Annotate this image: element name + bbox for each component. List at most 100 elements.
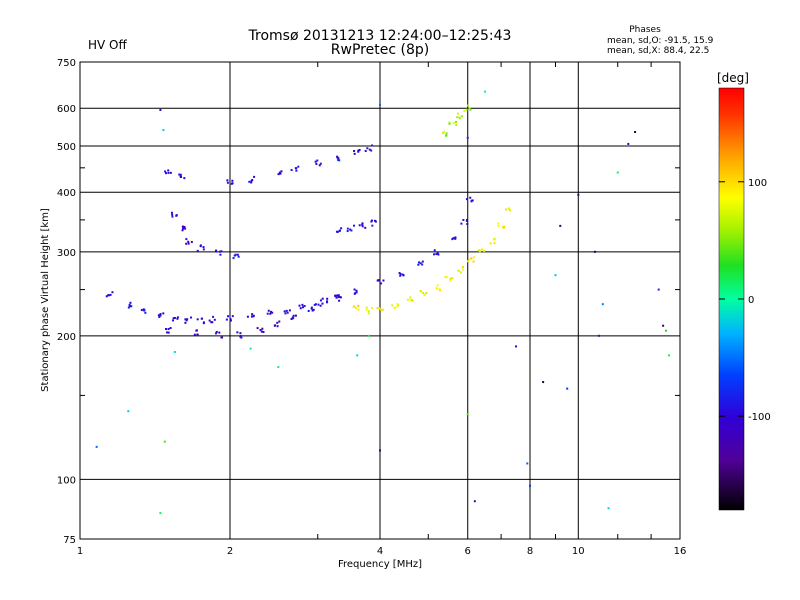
data-point: [294, 314, 297, 317]
data-point: [128, 303, 131, 306]
data-point: [338, 159, 341, 162]
grid-lines: [80, 62, 680, 539]
data-point: [493, 237, 496, 240]
data-point: [196, 318, 199, 321]
data-point: [276, 321, 279, 324]
data-point: [167, 171, 170, 174]
data-point: [292, 317, 295, 320]
data-point: [382, 279, 385, 282]
colorbar-tick-label: -100: [748, 412, 771, 423]
data-point: [460, 115, 463, 118]
data-point: [284, 312, 287, 315]
data-point: [437, 253, 440, 256]
data-point: [256, 327, 259, 330]
data-point: [357, 304, 360, 307]
colorbar-tick-label: 100: [748, 178, 767, 189]
data-point: [458, 116, 461, 119]
data-point: [529, 484, 531, 487]
data-point: [294, 167, 297, 170]
data-point: [443, 130, 446, 133]
data-point: [460, 222, 463, 225]
data-point: [467, 260, 470, 263]
data-point: [175, 214, 178, 217]
data-point: [215, 250, 218, 253]
data-point: [173, 350, 176, 353]
data-point: [396, 306, 399, 309]
data-point: [276, 325, 279, 328]
data-point: [456, 116, 459, 119]
data-point: [240, 336, 243, 339]
data-point: [186, 318, 189, 321]
data-point: [278, 172, 281, 175]
data-point: [470, 257, 473, 260]
data-point: [259, 329, 262, 332]
data-point: [231, 179, 234, 182]
data-point: [356, 354, 359, 357]
data-point: [200, 317, 203, 320]
data-point: [469, 108, 472, 111]
data-point: [185, 242, 188, 245]
data-point: [261, 327, 264, 330]
data-point: [449, 279, 452, 282]
data-point: [554, 274, 557, 277]
series-x-mode-f-layer-trace: [352, 207, 512, 315]
data-point: [463, 109, 466, 112]
data-point: [337, 295, 340, 298]
data-point: [292, 314, 295, 317]
data-point: [220, 250, 223, 253]
data-point: [246, 315, 249, 318]
data-point: [187, 240, 190, 243]
data-point: [378, 307, 381, 310]
data-point: [225, 318, 228, 321]
data-point: [466, 104, 469, 107]
data-point: [226, 179, 229, 182]
data-point: [277, 173, 280, 176]
y-tick-label: 750: [57, 58, 76, 69]
data-point: [338, 296, 341, 299]
data-point: [171, 215, 174, 218]
data-point: [319, 304, 322, 307]
data-point: [286, 311, 289, 314]
data-point: [353, 305, 356, 308]
data-point: [283, 310, 286, 313]
data-point: [278, 320, 281, 323]
data-point: [627, 142, 630, 145]
data-point: [597, 334, 600, 337]
data-point: [299, 307, 302, 310]
data-point: [502, 226, 505, 229]
data-point: [423, 293, 426, 296]
data-point: [607, 507, 610, 510]
data-point: [229, 318, 232, 321]
data-point: [380, 282, 383, 285]
x-tick-label: 1: [77, 546, 83, 557]
data-point: [158, 316, 161, 319]
data-point: [237, 255, 240, 258]
data-point: [366, 147, 369, 150]
data-point: [433, 253, 436, 256]
data-point: [172, 317, 175, 320]
data-point: [441, 132, 444, 135]
data-point: [448, 121, 451, 124]
data-point: [559, 224, 562, 227]
data-point: [321, 302, 324, 305]
data-point: [353, 288, 356, 291]
data-point: [340, 227, 343, 230]
data-point: [314, 303, 317, 306]
y-tick-label: 100: [57, 475, 76, 486]
data-point: [497, 224, 500, 227]
data-point: [435, 253, 438, 256]
data-point: [251, 313, 254, 316]
data-point: [376, 279, 379, 282]
data-point: [367, 334, 370, 337]
data-point: [418, 261, 421, 264]
data-point: [214, 332, 217, 335]
data-point: [105, 295, 108, 298]
data-point: [419, 290, 422, 293]
data-point: [213, 318, 216, 321]
data-point: [290, 168, 293, 171]
data-point: [433, 249, 436, 252]
data-point: [338, 229, 341, 232]
data-point: [472, 260, 475, 263]
data-point: [489, 242, 492, 245]
data-point: [445, 276, 448, 279]
